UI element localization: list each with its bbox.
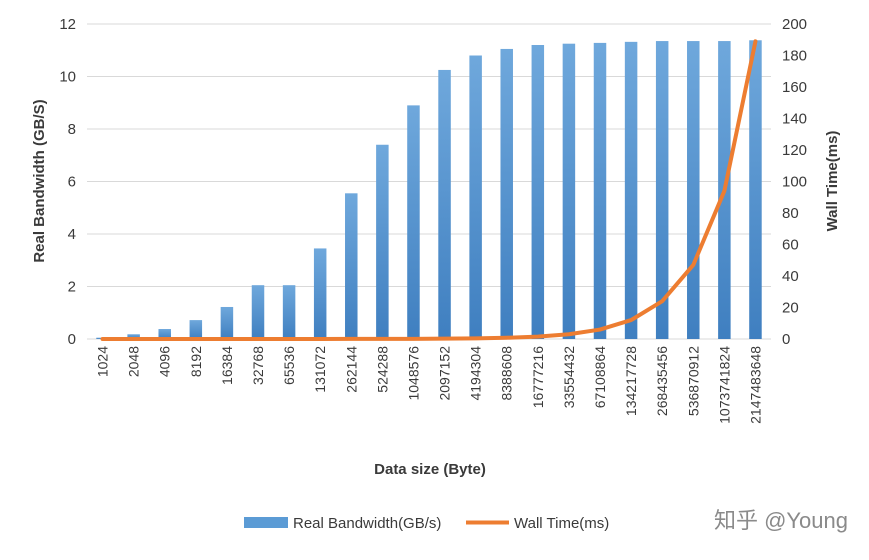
y-tick-right: 200	[782, 16, 807, 33]
legend: Real Bandwidth(GB/s) Wall Time(ms)	[244, 515, 609, 532]
gridlines	[87, 23, 771, 340]
bar	[158, 329, 171, 339]
y-tick-left: 0	[68, 331, 76, 348]
x-tick: 8388608	[499, 346, 515, 401]
x-tick: 1073741824	[716, 346, 732, 424]
x-tick: 16777216	[530, 346, 546, 409]
left-axis-ticks: 0 2 4 6 8 10 12	[59, 16, 76, 348]
x-tick: 1048576	[405, 346, 421, 401]
x-tick: 1024	[95, 346, 111, 377]
y-axis-title-left: Real Bandwidth (GB/S)	[31, 99, 48, 262]
wall-time-line	[100, 39, 758, 341]
x-tick: 33554432	[561, 346, 577, 409]
bar	[624, 41, 638, 339]
x-axis-ticks: 1024 2048 4096 8192 16384 32768 65536 131072 262…	[95, 346, 764, 424]
x-axis-title: Data size (Byte)	[374, 461, 486, 478]
x-tick: 2097152	[437, 346, 453, 401]
bar	[220, 306, 234, 339]
x-tick: 67108864	[592, 346, 608, 409]
x-tick: 32768	[250, 346, 266, 385]
bar	[593, 42, 607, 340]
x-tick: 8192	[188, 346, 204, 377]
bar-series-real-bandwidth	[96, 40, 762, 340]
x-tick: 65536	[281, 346, 297, 385]
y-tick-right: 140	[782, 111, 807, 128]
bar	[500, 48, 513, 339]
x-tick: 131072	[312, 346, 328, 393]
bar	[749, 40, 762, 340]
bar	[127, 334, 140, 339]
x-tick: 2048	[126, 346, 142, 377]
y-tick-right: 40	[782, 268, 799, 285]
x-tick: 536870912	[685, 346, 701, 416]
y-tick-left: 2	[68, 279, 76, 296]
y-tick-right: 0	[782, 331, 790, 348]
x-tick: 134217728	[623, 346, 639, 416]
y-tick-right: 20	[782, 300, 799, 317]
x-tick: 262144	[343, 346, 359, 393]
y-tick-right: 60	[782, 237, 799, 254]
y-tick-left: 4	[68, 226, 76, 243]
y-tick-right: 180	[782, 48, 807, 65]
y-tick-left: 6	[68, 174, 76, 191]
legend-label-wall-time: Wall Time(ms)	[514, 515, 609, 532]
x-tick: 4194304	[468, 346, 484, 401]
y-tick-left: 12	[59, 16, 76, 33]
y-tick-right: 160	[782, 79, 807, 96]
line-series-wall-time	[100, 39, 758, 341]
bar	[407, 105, 420, 339]
bar	[313, 248, 327, 339]
bar	[438, 69, 451, 339]
legend-label-bandwidth: Real Bandwidth(GB/s)	[293, 515, 441, 532]
bar	[531, 45, 545, 339]
x-tick: 524288	[374, 346, 390, 393]
x-tick: 16384	[219, 346, 235, 385]
bar	[562, 43, 576, 339]
right-axis-ticks: 0 20 40 60 80 100 120 140 160 180 200	[782, 16, 807, 348]
bar	[655, 41, 669, 339]
bar	[376, 144, 389, 339]
bar	[282, 285, 296, 339]
y-axis-title-right: Wall Time(ms)	[824, 131, 841, 232]
y-tick-right: 120	[782, 142, 807, 159]
watermark: 知乎 @Young	[714, 508, 848, 533]
y-tick-right: 80	[782, 205, 799, 222]
y-tick-right: 100	[782, 174, 807, 191]
x-tick: 4096	[157, 346, 173, 377]
legend-swatch-bandwidth	[244, 517, 288, 528]
x-tick: 2147483648	[747, 346, 763, 424]
y-tick-left: 10	[59, 69, 76, 86]
x-tick: 268435456	[654, 346, 670, 416]
bar	[189, 320, 203, 339]
bar	[469, 55, 482, 339]
y-tick-left: 8	[68, 121, 76, 138]
bar	[251, 285, 265, 339]
bar	[687, 41, 700, 339]
bar	[345, 193, 358, 339]
